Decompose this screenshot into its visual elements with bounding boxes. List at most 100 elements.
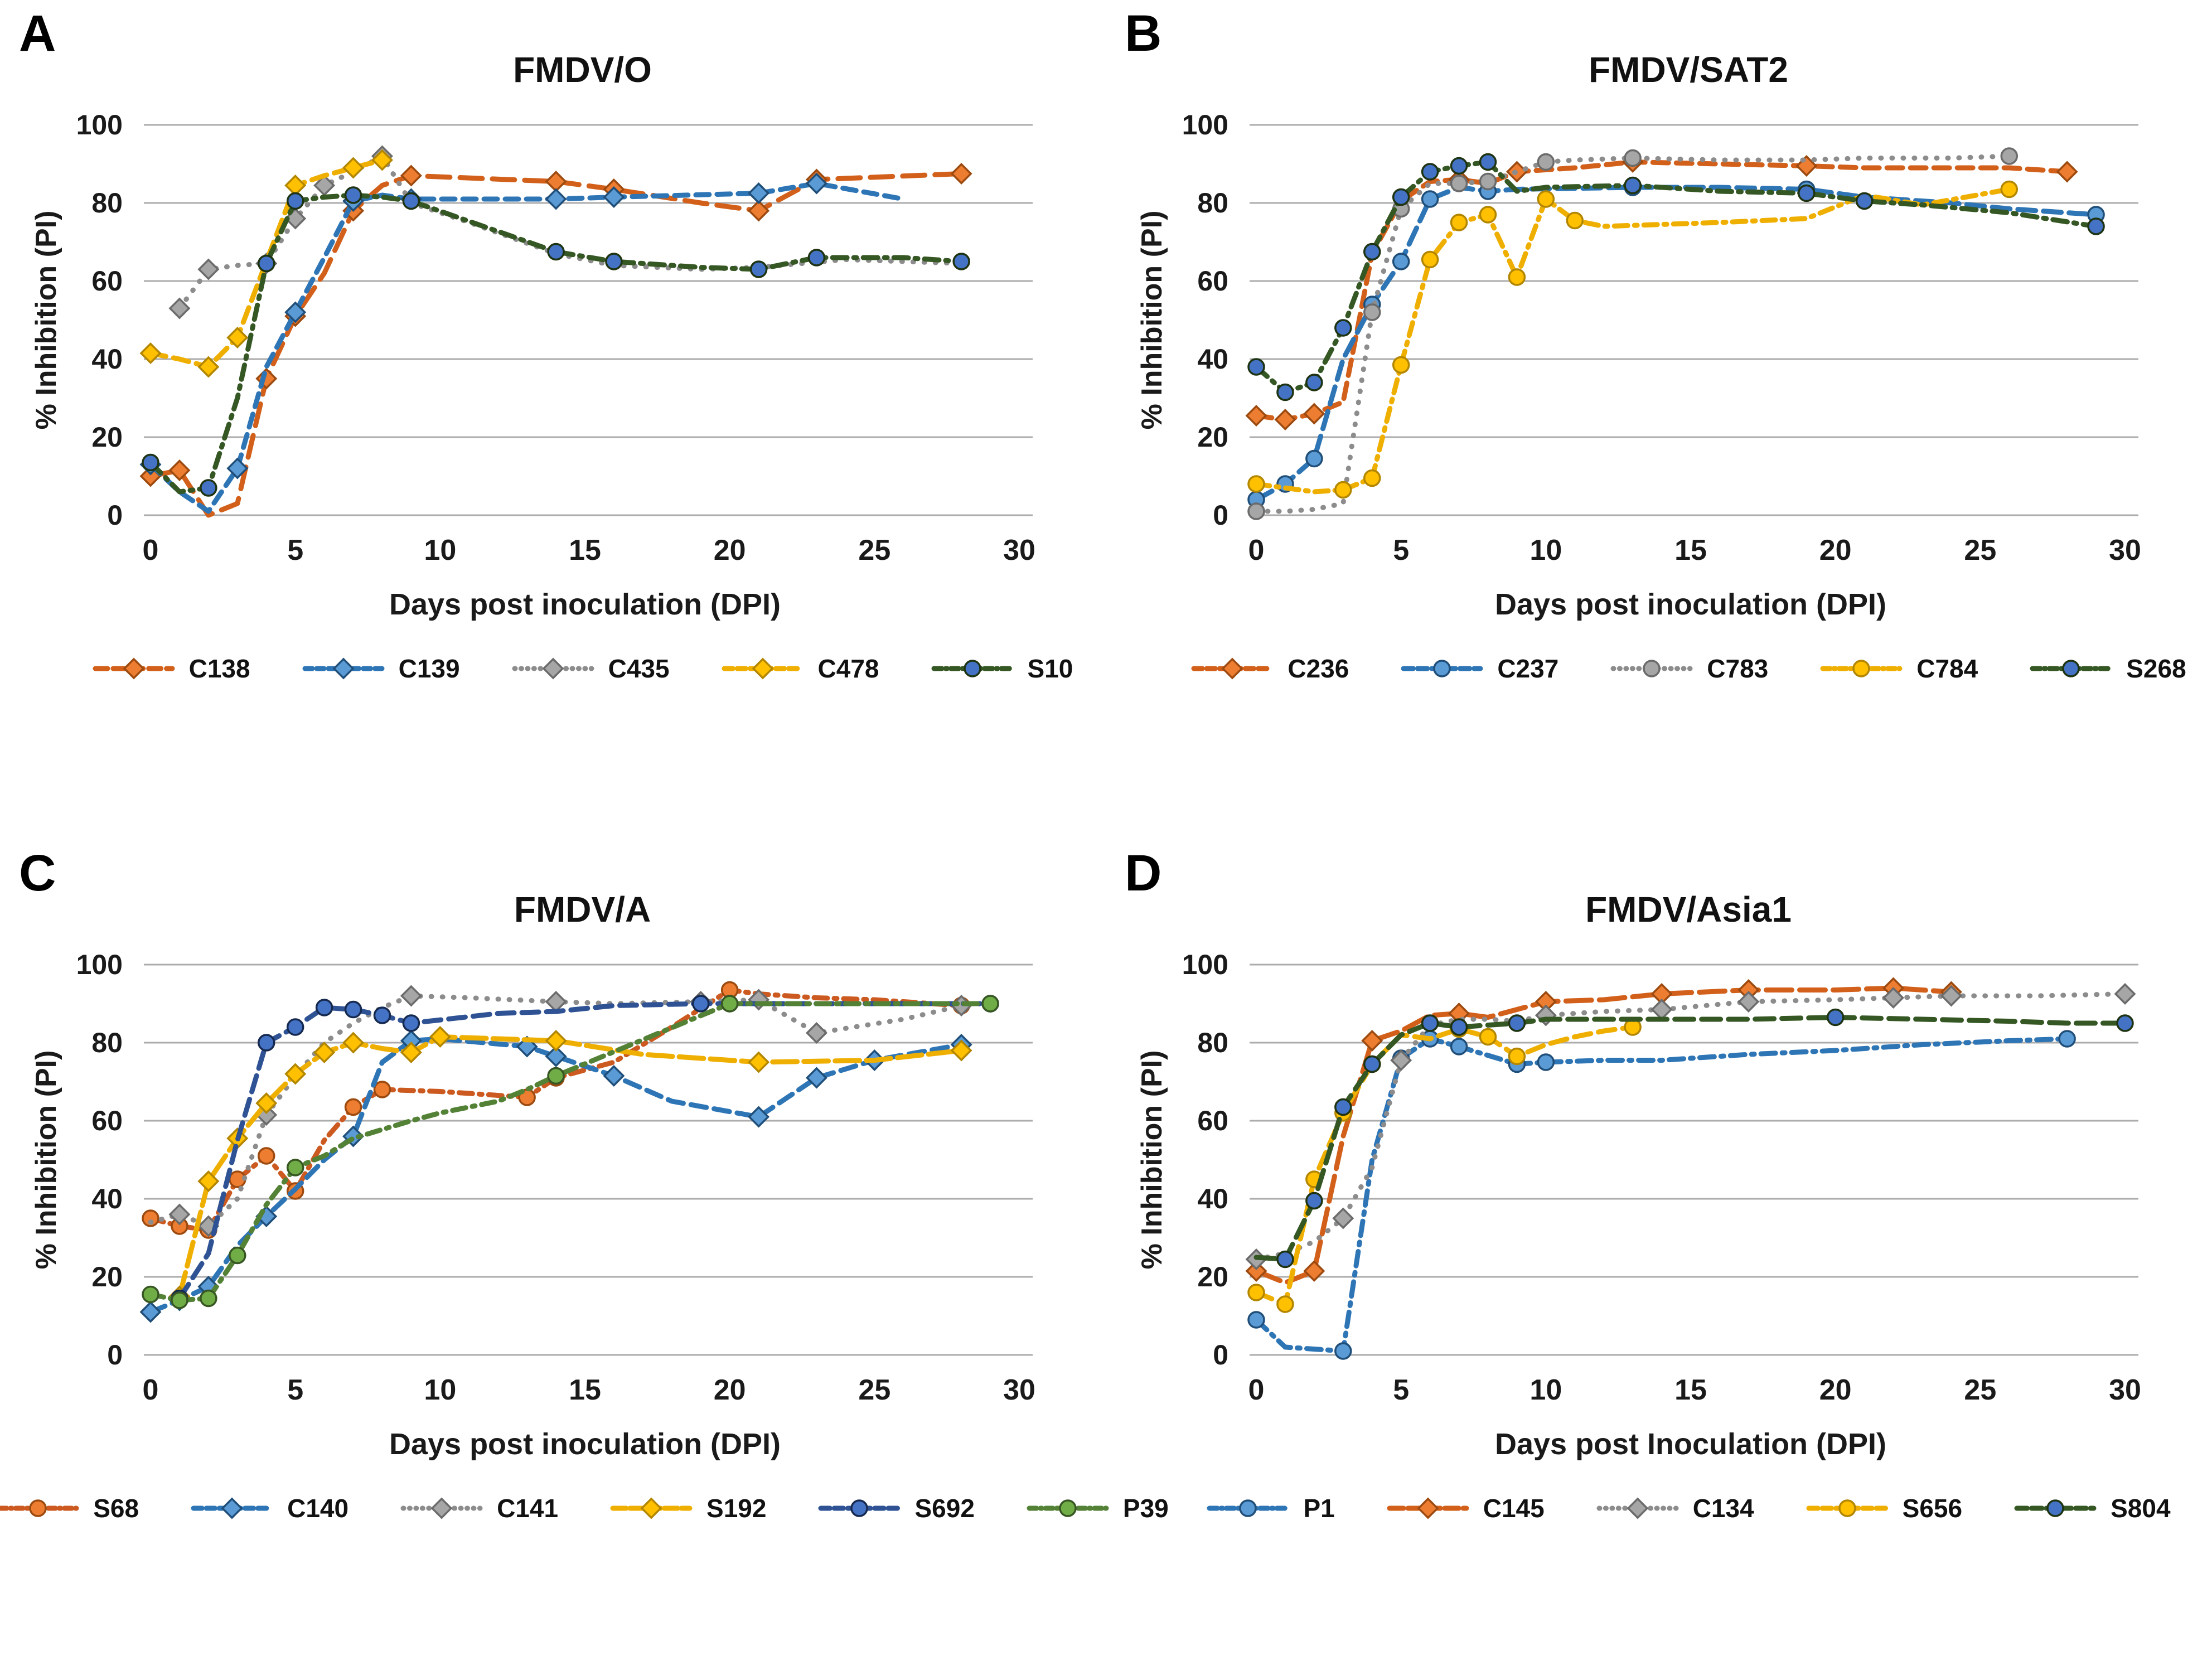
data-point-marker	[950, 1039, 972, 1062]
legend-swatch-s192	[610, 1497, 693, 1519]
panel-c: C FMDV/A 0 20 40 60 80 100 0 5 10 15 20 25 30 % Inhib…	[0, 840, 1169, 1680]
legend-swatch-c478	[722, 657, 804, 680]
data-point-marker	[1433, 660, 1451, 677]
data-point-marker	[1450, 1018, 1468, 1036]
data-point-marker	[605, 253, 623, 270]
legend-item-s192: S192	[609, 1493, 766, 1523]
data-point-marker	[142, 1285, 159, 1304]
data-point-marker	[197, 258, 220, 280]
series-line-s692	[177, 1001, 993, 1301]
data-point-marker	[805, 1067, 827, 1089]
legend-swatch-s692	[818, 1499, 901, 1517]
data-point-marker	[2062, 660, 2080, 677]
data-point-marker	[691, 995, 710, 1013]
data-point-marker	[850, 1499, 869, 1517]
data-point-marker	[545, 171, 567, 192]
data-point-marker	[1838, 1499, 1856, 1517]
data-point-marker	[1421, 250, 1439, 269]
data-point-marker	[221, 1497, 243, 1519]
data-point-marker	[342, 157, 365, 179]
data-point-marker	[1450, 1038, 1468, 1056]
panel-title-fmdv-sat2: FMDV/SAT2	[1589, 50, 1788, 90]
y-axis-label: % Inhibition (PI)	[30, 1050, 62, 1270]
x-tick-label: 15	[1674, 1374, 1707, 1406]
data-point-marker	[284, 175, 307, 196]
y-axis-label: % Inhibition (PI)	[1136, 211, 1168, 430]
panel-a: A FMDV/O 0 20 40 60 80 100 0 5 10 15 20 25 30 % Inhib…	[0, 0, 1106, 840]
series-line-c141	[148, 993, 964, 1229]
x-axis-label: Days post inoculation (DPI)	[1495, 588, 1886, 621]
data-point-marker	[807, 249, 826, 267]
legend-item-c435: C435	[511, 653, 670, 684]
data-point-marker	[229, 1246, 246, 1265]
data-point-marker	[1537, 153, 1555, 171]
data-point-marker	[2058, 1030, 2076, 1048]
legend-item-c236: C236	[1190, 653, 1349, 684]
x-tick-label: 20	[1819, 534, 1852, 567]
data-point-marker	[1737, 991, 1760, 1013]
data-point-marker	[1627, 1497, 1649, 1519]
legend-label-c435: C435	[608, 654, 670, 683]
x-tick-label: 0	[143, 1374, 159, 1406]
legend-item-s804: S804	[2013, 1493, 2171, 1523]
data-point-marker	[1392, 356, 1410, 374]
legend-swatch-s804	[2014, 1499, 2097, 1517]
data-point-marker	[168, 1203, 191, 1226]
data-point-marker	[542, 657, 564, 680]
y-tick-label: 60	[91, 1105, 123, 1136]
data-point-marker	[1245, 1260, 1267, 1282]
series-line-p39	[148, 1001, 993, 1303]
legend-item-c784: C784	[1819, 653, 1978, 684]
legend-item-c237: C237	[1400, 653, 1558, 684]
data-point-marker	[1390, 1049, 1412, 1071]
legend-item-c145: C145	[1386, 1493, 1545, 1523]
data-point-marker	[547, 1067, 565, 1085]
y-axis-label: % Inhibition (PI)	[30, 211, 62, 430]
legend-swatch-c435	[512, 657, 594, 680]
data-point-marker	[1305, 1192, 1323, 1210]
data-point-marker	[1363, 243, 1381, 261]
data-point-marker	[200, 479, 217, 497]
data-point-marker	[286, 1159, 304, 1177]
legend-label-c784: C784	[1916, 654, 1978, 683]
data-point-marker	[1361, 1030, 1383, 1052]
legend-label-c478: C478	[817, 654, 879, 683]
x-tick-label: 5	[1393, 1374, 1409, 1406]
data-point-marker	[545, 1030, 567, 1052]
x-tick-label: 5	[287, 534, 303, 567]
data-point-marker	[640, 1497, 662, 1519]
data-point-marker	[545, 1045, 567, 1067]
x-axis-label: Days post inoculation (DPI)	[389, 588, 781, 621]
data-point-marker	[257, 1034, 275, 1052]
data-point-marker	[142, 1209, 159, 1227]
data-point-marker	[1247, 475, 1265, 493]
data-point-marker	[1221, 657, 1243, 680]
legend-label-s692: S692	[914, 1494, 975, 1523]
data-point-marker	[1332, 1207, 1354, 1229]
legend-swatch-p39	[1027, 1499, 1109, 1517]
data-point-marker	[313, 1042, 336, 1063]
x-tick-label: 20	[714, 534, 746, 567]
legend-swatch-c139	[302, 657, 385, 680]
y-tick-label: 80	[91, 187, 123, 219]
data-point-marker	[373, 1081, 391, 1098]
data-point-marker	[1643, 660, 1661, 677]
x-axis-label: Days post inoculation (DPI)	[389, 1427, 781, 1461]
data-point-marker	[1245, 405, 1267, 427]
x-tick-label: 10	[424, 534, 456, 567]
data-point-marker	[286, 1018, 304, 1036]
y-tick-label: 100	[76, 109, 123, 141]
data-point-marker	[344, 1098, 362, 1116]
legend-label-c140: C140	[287, 1494, 349, 1523]
legend-item-s268: S268	[2029, 653, 2186, 684]
data-point-marker	[1274, 409, 1296, 430]
data-point-marker	[400, 985, 422, 1007]
legend-item-c478: C478	[721, 653, 879, 684]
legend-item-c141: C141	[400, 1493, 558, 1523]
legend-item-c783: C783	[1610, 653, 1768, 684]
data-point-marker	[2114, 983, 2136, 1005]
y-tick-label: 40	[91, 343, 123, 375]
data-point-marker	[1479, 1028, 1497, 1046]
y-tick-label: 80	[1197, 1027, 1228, 1058]
x-tick-label: 30	[1003, 1374, 1035, 1406]
